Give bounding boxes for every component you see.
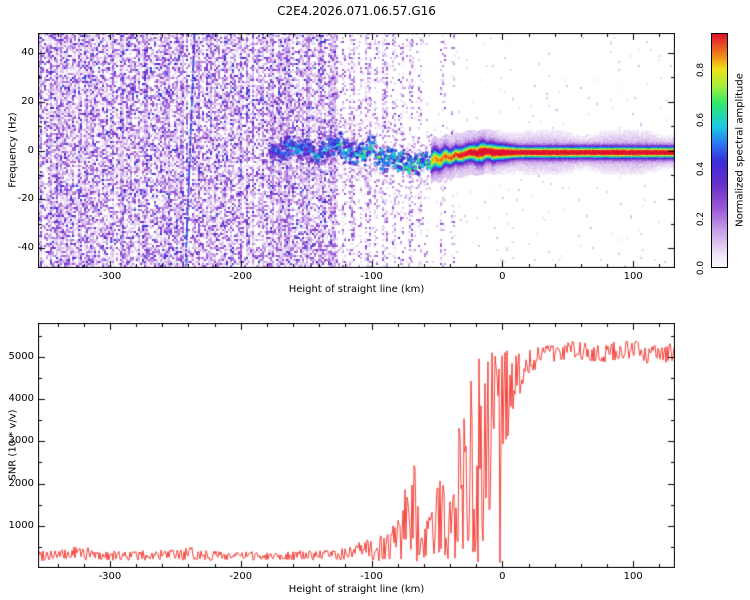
snr-x-axis-label: Height of straight line (km) (288, 584, 425, 595)
snr-x-tick-label: -300 (98, 571, 122, 582)
snr-x-tick-label: -100 (360, 571, 383, 582)
spectrogram-y-tick-label: 40 (21, 46, 34, 58)
snr-y-axis-label: SNR (10 * v/v) (7, 409, 19, 481)
snr-canvas (38, 323, 675, 568)
snr-y-tick-label: 5000 (8, 350, 34, 362)
colorbar-gradient (711, 33, 728, 268)
colorbar-tick-label: 0.2 (696, 211, 706, 226)
snr-x-tick-label: 100 (623, 571, 643, 582)
spectrogram-x-tick-label: 0 (499, 271, 506, 282)
snr-y-tick-label: 4000 (8, 393, 34, 405)
snr-y-tick-label: 1000 (8, 519, 34, 531)
spectrogram-y-tick-label: -20 (17, 193, 34, 205)
spectrogram-canvas (38, 33, 675, 268)
colorbar-label: Normalized spectral amplitude (734, 73, 746, 227)
spectrogram-x-tick-label: -200 (229, 271, 253, 282)
colorbar-tick-label: 0.4 (696, 161, 706, 177)
spectrogram-x-axis-label: Height of straight line (km) (288, 284, 425, 295)
snr-x-tick-label: 0 (499, 571, 506, 582)
spectrogram-y-axis-label: Frequency (Hz) (7, 112, 19, 188)
colorbar-tick-label: 0.6 (696, 112, 706, 127)
spectrogram-y-tick-label: -40 (17, 242, 34, 254)
colorbar-tick-label: 0.8 (696, 62, 706, 78)
spectrogram-x-tick-label: -100 (360, 271, 383, 282)
spectrogram-x-tick-label: 100 (623, 271, 643, 282)
spectrogram-y-tick-label: 20 (21, 95, 34, 107)
colorbar-tick-label: 0.0 (696, 260, 706, 276)
spectrogram-x-tick-label: -300 (98, 271, 122, 282)
plot-title: C2E4.2026.071.06.57.G16 (277, 4, 436, 18)
snr-x-tick-label: -200 (229, 571, 253, 582)
